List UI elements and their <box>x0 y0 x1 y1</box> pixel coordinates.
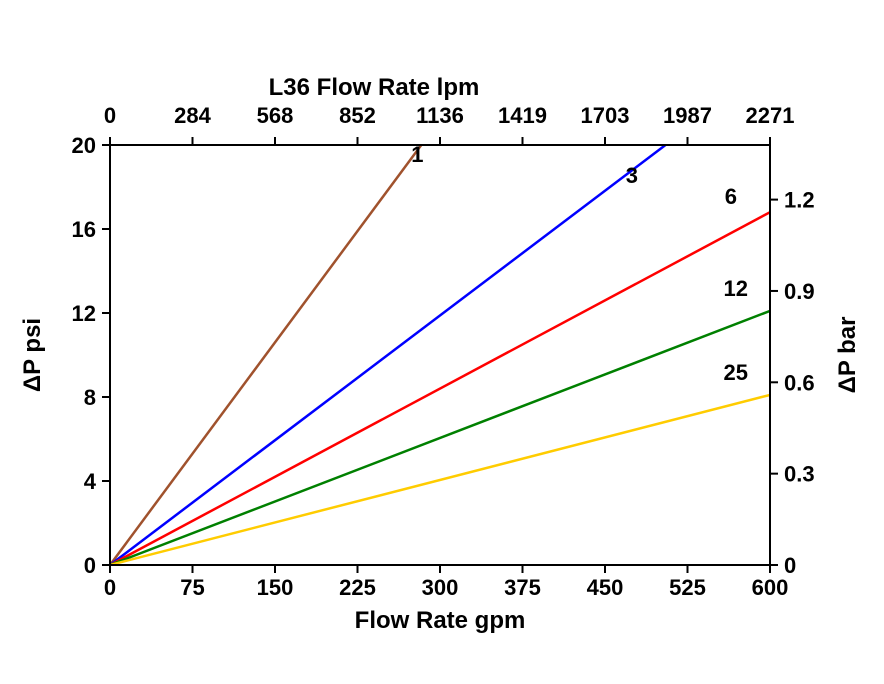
series-label-12: 12 <box>724 276 748 301</box>
chart-container: 075150225300375450525600Flow Rate gpm028… <box>0 0 884 684</box>
series-label-3: 3 <box>626 163 638 188</box>
xb-tick-label: 0 <box>104 575 116 600</box>
yl-tick-label: 20 <box>72 133 96 158</box>
yr-tick-label: 0.9 <box>784 279 815 304</box>
yl-tick-label: 4 <box>84 469 97 494</box>
xb-tick-label: 450 <box>587 575 624 600</box>
yl-tick-label: 12 <box>72 301 96 326</box>
yr-tick-label: 1.2 <box>784 188 815 213</box>
yr-tick-label: 0.3 <box>784 462 815 487</box>
xt-tick-label: 0 <box>104 103 116 128</box>
xt-tick-label: 1703 <box>581 103 630 128</box>
yr-tick-label: 0 <box>784 553 796 578</box>
x-bottom-label: Flow Rate gpm <box>355 607 526 634</box>
xb-tick-label: 225 <box>339 575 376 600</box>
xb-tick-label: 525 <box>669 575 706 600</box>
yr-tick-label: 0.6 <box>784 370 815 395</box>
pressure-flow-chart: 075150225300375450525600Flow Rate gpm028… <box>0 0 884 684</box>
y-right-label: ΔP bar <box>834 317 861 394</box>
xb-tick-label: 300 <box>422 575 459 600</box>
xt-tick-label: 1136 <box>416 103 464 128</box>
xt-tick-label: 1419 <box>498 103 547 128</box>
xb-tick-label: 375 <box>504 575 541 600</box>
series-label-6: 6 <box>725 184 737 209</box>
series-label-1: 1 <box>411 142 423 167</box>
xb-tick-label: 600 <box>752 575 789 600</box>
xt-tick-label: 284 <box>174 103 211 128</box>
xt-tick-label: 568 <box>257 103 294 128</box>
y-left-label: ΔP psi <box>19 318 46 392</box>
xb-tick-label: 75 <box>180 575 204 600</box>
yl-tick-label: 16 <box>72 217 96 242</box>
chart-title: L36 Flow Rate lpm <box>269 74 480 101</box>
xt-tick-label: 1987 <box>663 103 712 128</box>
xb-tick-label: 150 <box>257 575 294 600</box>
xt-tick-label: 852 <box>339 103 376 128</box>
xt-tick-label: 2271 <box>746 103 795 128</box>
yl-tick-label: 0 <box>84 553 96 578</box>
yl-tick-label: 8 <box>84 385 96 410</box>
series-label-25: 25 <box>724 360 748 385</box>
